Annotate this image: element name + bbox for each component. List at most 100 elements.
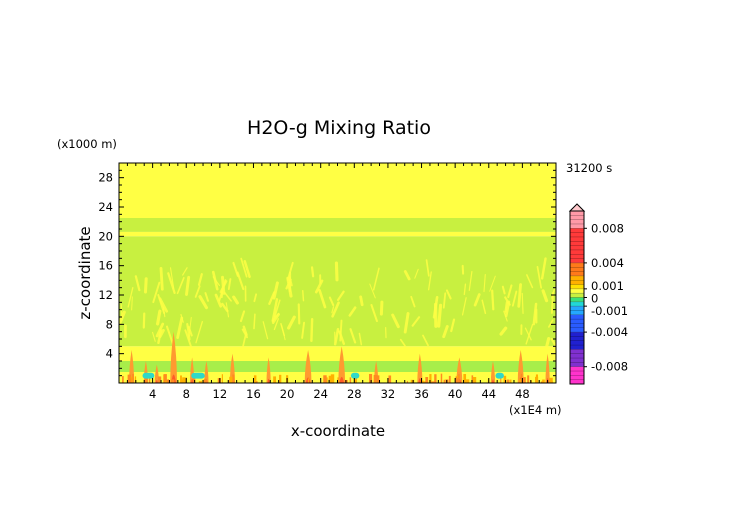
field-layer-1 bbox=[119, 218, 556, 232]
surface-speckle bbox=[500, 378, 502, 383]
streak bbox=[272, 281, 279, 300]
field-layer-2 bbox=[119, 231, 556, 237]
streak bbox=[491, 289, 495, 311]
surface-speckle bbox=[353, 377, 357, 383]
streak bbox=[411, 316, 421, 327]
streak bbox=[442, 324, 449, 339]
colorbar-label: 0 bbox=[591, 292, 598, 306]
moist-plumes bbox=[122, 331, 553, 383]
x-tick-label: 48 bbox=[515, 387, 530, 401]
y-tick-label: 28 bbox=[98, 171, 113, 185]
streak bbox=[499, 326, 508, 336]
surface-speckle bbox=[523, 377, 526, 383]
surface-speckle bbox=[228, 380, 231, 383]
streak bbox=[134, 275, 141, 292]
streak bbox=[525, 323, 534, 345]
streak bbox=[301, 321, 305, 339]
streak bbox=[331, 306, 335, 314]
streak bbox=[182, 267, 188, 276]
streak bbox=[536, 266, 542, 289]
plume-8 bbox=[304, 350, 312, 383]
streak bbox=[541, 289, 549, 303]
streak bbox=[414, 268, 419, 279]
x-tick-label: 24 bbox=[313, 387, 328, 401]
streak bbox=[204, 292, 209, 302]
x-axis: 4 8 12 16 20 24 28 32 36 40 44 48 bbox=[126, 163, 549, 401]
surface-speckle bbox=[368, 373, 373, 383]
streak bbox=[131, 296, 133, 311]
streak bbox=[489, 275, 496, 292]
surface-speckle bbox=[542, 379, 545, 383]
field-layer-4 bbox=[119, 346, 556, 361]
plume-core-2 bbox=[155, 379, 158, 383]
streak bbox=[243, 260, 251, 278]
streak bbox=[399, 338, 406, 347]
streak bbox=[524, 327, 532, 341]
surface-speckle bbox=[204, 378, 207, 383]
x-tick-label: 12 bbox=[213, 387, 228, 401]
streak bbox=[184, 329, 192, 348]
y-tick-label: 12 bbox=[98, 288, 113, 302]
streak bbox=[197, 273, 203, 286]
streak bbox=[253, 313, 256, 330]
colorbar-label: -0.001 bbox=[591, 304, 628, 318]
convective-streaks bbox=[119, 257, 556, 348]
field-layer-0 bbox=[119, 163, 556, 218]
surface-speckle bbox=[440, 373, 443, 383]
streak bbox=[221, 275, 226, 295]
surface-speckle bbox=[520, 373, 523, 383]
surface-speckle bbox=[423, 381, 427, 383]
time-label: 31200 s bbox=[566, 161, 612, 175]
streak bbox=[442, 292, 447, 309]
streak bbox=[242, 325, 248, 337]
surface-speckle bbox=[541, 381, 544, 383]
x-tick-label: 40 bbox=[448, 387, 463, 401]
surface-speckle bbox=[328, 375, 332, 383]
x-tick-label: 44 bbox=[481, 387, 496, 401]
dry-patch-1 bbox=[191, 372, 205, 379]
surface-speckle bbox=[203, 379, 206, 383]
y-axis: 4 8 12 16 20 24 28 bbox=[98, 169, 556, 377]
surface-speckle bbox=[388, 375, 392, 383]
colorbar-band-5 bbox=[570, 288, 584, 294]
streak bbox=[445, 289, 452, 300]
surface-speckle bbox=[145, 374, 148, 383]
streak bbox=[501, 285, 506, 295]
streak bbox=[410, 295, 416, 308]
surface-speckle bbox=[330, 374, 335, 383]
surface-speckle bbox=[431, 381, 435, 383]
colorbar-label: 0.008 bbox=[591, 221, 624, 235]
surface-speckle bbox=[425, 377, 429, 383]
streak bbox=[463, 283, 467, 296]
surface-speckle bbox=[458, 374, 460, 383]
y-tick-label: 16 bbox=[98, 259, 113, 273]
colorbar-label: 0.001 bbox=[591, 279, 624, 293]
streak bbox=[504, 301, 508, 313]
streak bbox=[504, 296, 511, 306]
plume-9 bbox=[338, 346, 346, 383]
field-layer-5 bbox=[119, 361, 556, 372]
surface-speckle bbox=[429, 374, 432, 383]
dry-patch-0 bbox=[142, 372, 155, 379]
streak bbox=[152, 281, 161, 304]
surface-speckle bbox=[503, 375, 507, 383]
plume-core-9 bbox=[339, 376, 345, 383]
plume-2 bbox=[154, 364, 159, 383]
dry-patches bbox=[142, 372, 504, 379]
streak bbox=[468, 271, 473, 291]
streak bbox=[379, 300, 384, 316]
streak bbox=[370, 303, 378, 323]
surface-speckle bbox=[456, 378, 460, 383]
streak bbox=[214, 293, 222, 308]
streak bbox=[428, 271, 432, 291]
colorbar-band-7 bbox=[570, 297, 584, 302]
streak bbox=[268, 291, 276, 305]
streak bbox=[507, 284, 513, 299]
surface-speckle bbox=[527, 375, 530, 383]
streak bbox=[503, 310, 508, 322]
surface-speckle bbox=[472, 377, 477, 383]
streak bbox=[517, 283, 522, 308]
field-layer-3 bbox=[119, 236, 556, 347]
surface-speckle bbox=[349, 377, 352, 383]
surface-speckle bbox=[463, 374, 467, 383]
